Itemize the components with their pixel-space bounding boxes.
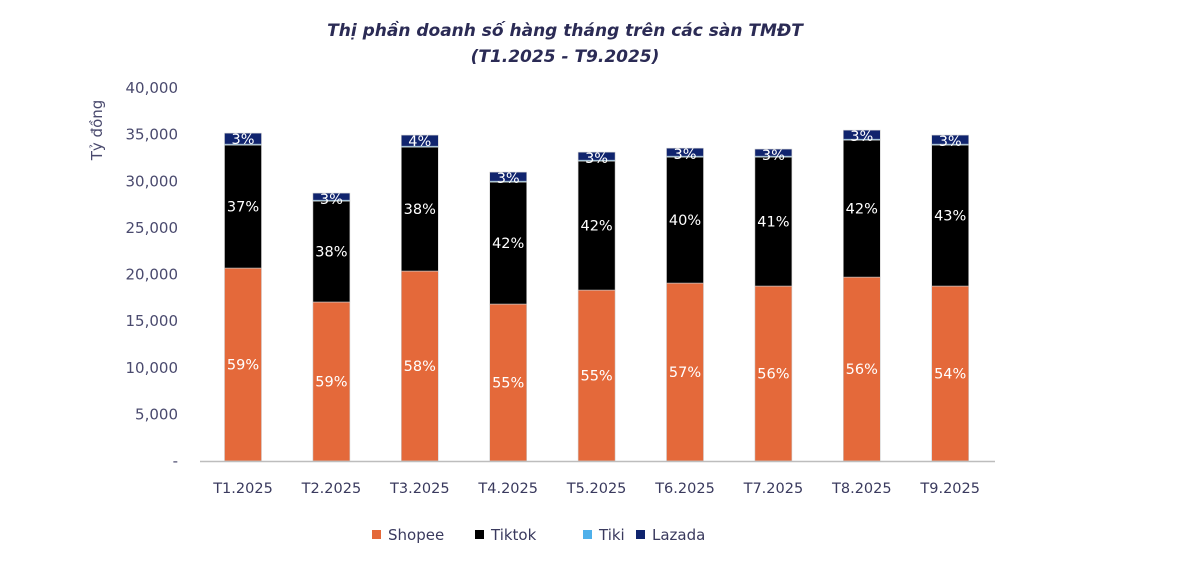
- bar-lazada: [842, 129, 881, 140]
- bar-tiktok: [489, 181, 528, 305]
- bar-shopee: [489, 303, 528, 462]
- y-tick-label: 10,000: [126, 359, 179, 377]
- y-axis-label: Tỷ đồng: [88, 100, 106, 162]
- bar-stack: 57% 40% 3%: [666, 147, 704, 462]
- bar-tiktok: [312, 200, 351, 303]
- data-label-shopee: 54%: [934, 367, 966, 383]
- data-label-tiktok: 42%: [492, 236, 524, 252]
- bar-shopee: [577, 289, 616, 462]
- data-label-tiktok: 40%: [669, 213, 701, 229]
- data-label-tiktok: 42%: [846, 202, 878, 218]
- data-label-shopee: 59%: [227, 358, 259, 374]
- y-tick-label: 40,000: [126, 79, 179, 97]
- legend-item-tiki: Tiki: [583, 526, 625, 544]
- data-label-lazada: 3%: [320, 192, 343, 208]
- x-tick-label: T5.2025: [566, 481, 627, 497]
- data-label-lazada: 3%: [939, 134, 962, 150]
- legend-swatch: [636, 530, 645, 539]
- data-label-tiktok: 41%: [757, 215, 789, 231]
- x-tick-label: T8.2025: [831, 481, 892, 497]
- data-label-tiktok: 42%: [580, 219, 612, 235]
- legend-swatch: [372, 530, 381, 539]
- bar-lazada: [754, 148, 793, 157]
- bar-shopee: [754, 285, 793, 462]
- legend-label: Lazada: [652, 526, 705, 544]
- legend-item-tiktok: Tiktok: [475, 526, 537, 544]
- data-label-lazada: 3%: [673, 147, 696, 163]
- data-label-lazada: 4%: [408, 134, 431, 150]
- legend-swatch: [583, 530, 592, 539]
- data-label-tiktok: 37%: [227, 200, 259, 216]
- legend-label: Tiktok: [490, 526, 537, 544]
- data-label-lazada: 3%: [585, 151, 608, 167]
- data-label-shopee: 56%: [757, 367, 789, 383]
- legend-swatch: [475, 530, 484, 539]
- bar-lazada: [224, 132, 262, 145]
- data-label-lazada: 3%: [850, 129, 873, 145]
- bar-tiktok: [842, 139, 881, 278]
- y-tick-label: 35,000: [126, 126, 179, 144]
- x-tick-label: T2.2025: [301, 481, 362, 497]
- bar-stack: 54% 43% 3%: [931, 134, 970, 462]
- bar-lazada: [666, 147, 704, 157]
- y-tick-label: -: [173, 452, 178, 470]
- data-label-shopee: 55%: [580, 369, 612, 385]
- legend-label: Tiki: [598, 526, 625, 544]
- legend-item-shopee: Shopee: [372, 526, 444, 544]
- bar-shopee: [400, 270, 439, 462]
- data-label-tiktok: 38%: [315, 245, 347, 261]
- bar-lazada: [489, 171, 528, 182]
- x-tick-label: T4.2025: [477, 481, 538, 497]
- bar-tiktok: [931, 144, 970, 287]
- data-label-lazada: 3%: [497, 171, 520, 187]
- chart-subtitle: (T1.2025 - T9.2025): [471, 47, 660, 67]
- data-label-tiktok: 43%: [934, 209, 966, 225]
- bar-stack: 55% 42% 3%: [577, 151, 616, 462]
- y-tick-label: 15,000: [126, 312, 179, 330]
- bar-lazada: [312, 192, 351, 201]
- x-tick-label: T3.2025: [389, 481, 450, 497]
- bar-shopee: [931, 285, 970, 462]
- data-label-lazada: 3%: [231, 132, 254, 148]
- bar-shopee: [666, 282, 704, 462]
- chart-title: Thị phần doanh số hàng tháng trên các sà…: [327, 20, 804, 41]
- data-label-lazada: 3%: [762, 148, 785, 164]
- y-tick-label: 25,000: [126, 219, 179, 237]
- bar-stack: 55% 42% 3%: [489, 171, 528, 462]
- bar-stack: 56% 42% 3%: [842, 129, 881, 462]
- data-label-shopee: 58%: [404, 359, 436, 375]
- bars: 59% 37% 3% 59% 38% 3% 58% 38% 4% 55% 42% 3% 55% 42% 3%…: [224, 129, 970, 462]
- bar-stack: 56% 41% 3%: [754, 148, 793, 462]
- x-tick-label: T1.2025: [212, 481, 273, 497]
- legend: Shopee Tiktok Tiki Lazada: [372, 526, 705, 544]
- y-tick-label: 20,000: [126, 266, 179, 284]
- bar-lazada: [577, 151, 616, 161]
- bar-lazada: [931, 134, 970, 145]
- y-tick-label: 30,000: [126, 172, 179, 190]
- bar-tiktok: [400, 146, 439, 272]
- x-axis: T1.2025 T2.2025 T3.2025 T4.2025 T5.2025 T6.20…: [212, 481, 980, 497]
- bar-tiktok: [224, 144, 262, 269]
- x-tick-label: T6.2025: [654, 481, 715, 497]
- legend-label: Shopee: [388, 526, 444, 544]
- y-tick-label: 5,000: [135, 405, 178, 423]
- bar-stack: 59% 37% 3%: [224, 132, 262, 462]
- bar-lazada: [400, 134, 439, 147]
- bar-shopee: [312, 301, 351, 462]
- bar-tiktok: [754, 156, 793, 287]
- bar-shopee: [224, 267, 262, 462]
- data-label-shopee: 57%: [669, 365, 701, 381]
- y-axis: - 5,000 10,000 15,000 20,000 25,000 30,000 35,0…: [126, 79, 179, 470]
- bar-stack: 59% 38% 3%: [312, 192, 351, 462]
- bar-shopee: [842, 276, 881, 462]
- data-label-tiktok: 38%: [404, 202, 436, 218]
- data-label-shopee: 59%: [315, 375, 347, 391]
- x-tick-label: T9.2025: [919, 481, 980, 497]
- data-label-shopee: 56%: [846, 362, 878, 378]
- legend-item-lazada: Lazada: [636, 526, 705, 544]
- data-label-shopee: 55%: [492, 376, 524, 392]
- bar-stack: 58% 38% 4%: [400, 134, 439, 462]
- x-tick-label: T7.2025: [743, 481, 804, 497]
